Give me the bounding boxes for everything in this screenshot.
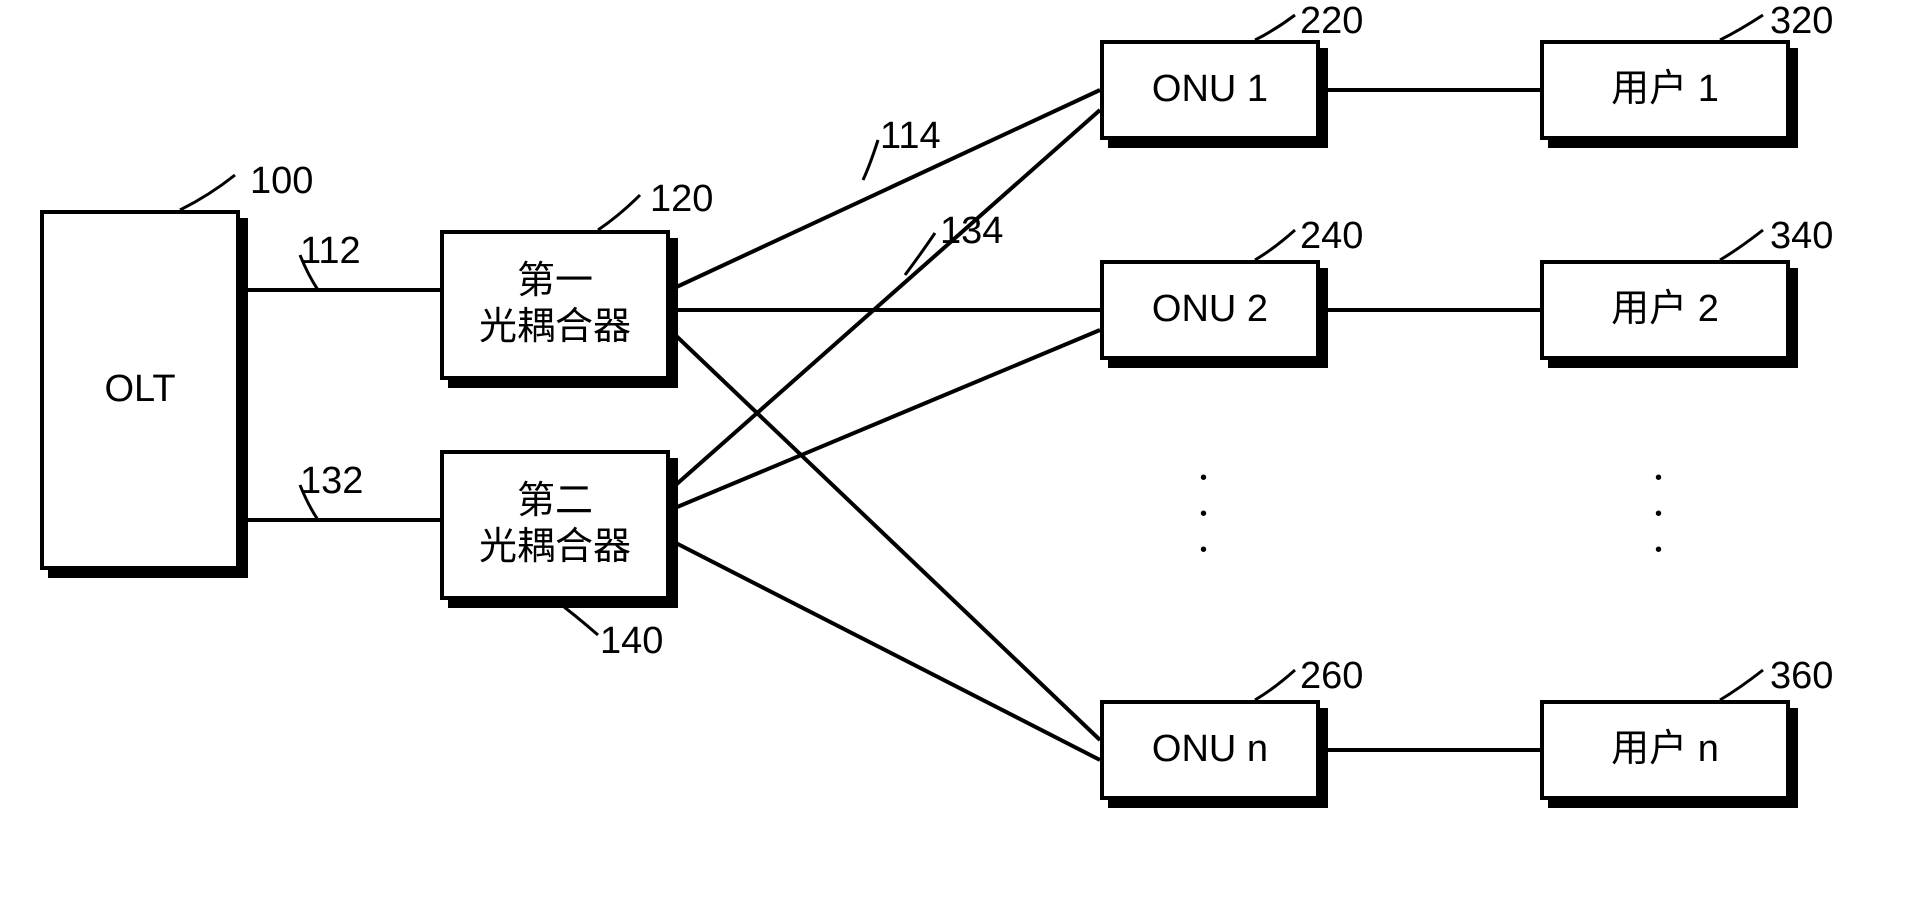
leader-0 [180, 175, 235, 210]
leader-1 [598, 195, 640, 230]
edge-coup2_to_onu1 [670, 110, 1100, 490]
leader-6 [1720, 15, 1763, 40]
ref-label-r340: 340 [1770, 215, 1833, 258]
onu2-node: ONU 2 [1100, 260, 1320, 360]
ref-label-r240: 240 [1300, 215, 1363, 258]
edge-label-l112: 112 [300, 230, 361, 273]
ref-label-r360: 360 [1770, 655, 1833, 698]
leader-5 [1255, 670, 1295, 700]
onun-node: ONU n [1100, 700, 1320, 800]
ref-label-r120: 120 [650, 178, 713, 221]
usern-node: 用户 n [1540, 700, 1790, 800]
ref-label-r100: 100 [250, 160, 313, 203]
leader-7 [1720, 230, 1763, 260]
edge-label-l132: 132 [300, 460, 363, 503]
ref-label-r260: 260 [1300, 655, 1363, 698]
coup2-node: 第二 光耦合器 [440, 450, 670, 600]
leader-4 [1255, 230, 1295, 260]
pon-diagram: OLT 第一 光耦合器第二 光耦合器 ONU 1 ONU 2 ONU n 用户 1 用户 2… [0, 0, 1929, 902]
edge-label-l134: 134 [940, 210, 1003, 253]
edge-coup2_to_onun [670, 540, 1100, 760]
edge-coup2_to_onu2 [670, 330, 1100, 510]
ref-label-r140: 140 [600, 620, 663, 663]
user2-node: 用户 2 [1540, 260, 1790, 360]
leader-11 [863, 140, 878, 180]
leader-8 [1720, 670, 1763, 700]
leader-12 [905, 233, 935, 275]
ref-label-r320: 320 [1770, 0, 1833, 43]
coup1-node: 第一 光耦合器 [440, 230, 670, 380]
olt-node: OLT [40, 210, 240, 570]
edge-coup1_to_onun [670, 330, 1100, 740]
ellipsis-1: ••• [1655, 460, 1662, 568]
user1-node: 用户 1 [1540, 40, 1790, 140]
ref-label-r220: 220 [1300, 0, 1363, 43]
ellipsis-0: ••• [1200, 460, 1207, 568]
edge-label-l114: 114 [880, 115, 941, 158]
onu1-node: ONU 1 [1100, 40, 1320, 140]
leader-3 [1255, 15, 1295, 40]
